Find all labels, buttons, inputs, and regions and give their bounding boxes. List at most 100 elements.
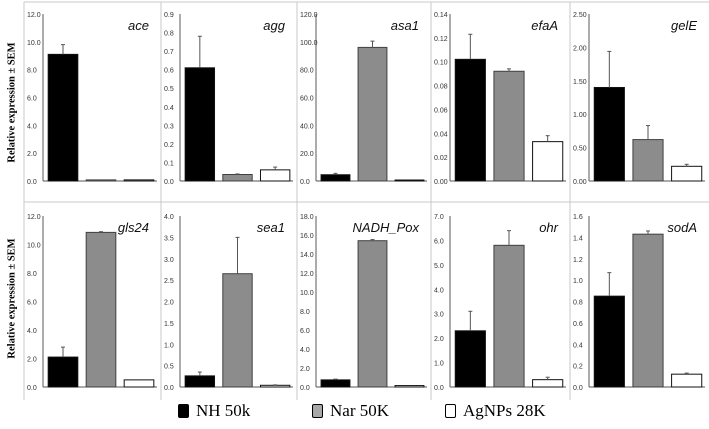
y-tick-label: 0.1 (164, 160, 174, 167)
y-tick-label: 1.4 (573, 235, 583, 242)
y-tick-label: 1.0 (164, 342, 174, 349)
y-tick-label: 0.00 (434, 179, 448, 186)
bar (493, 244, 525, 388)
panel-title: NADH_Pox (353, 220, 420, 235)
bar (671, 373, 703, 388)
y-tick-label: 0.10 (434, 60, 448, 67)
y-tick-label: 10.0 (300, 290, 314, 297)
bar (394, 385, 425, 388)
y-tick-label: 1.6 (573, 214, 583, 221)
y-tick-label: 0.5 (164, 364, 174, 371)
y-tick-label: 0.4 (164, 105, 174, 112)
legend-item: Nar 50K (312, 401, 389, 421)
y-tick-label: 1.5 (164, 321, 174, 328)
y-tick-label: 14.0 (300, 252, 314, 259)
y-tick-label: 0.0 (27, 385, 37, 392)
y-tick-label: 12.0 (27, 214, 41, 221)
y-tick-label: 6.0 (300, 328, 310, 335)
bar (47, 356, 79, 388)
y-tick-label: 0.7 (164, 49, 174, 56)
y-axis-label-bottom: Relative expression ± SEM (6, 238, 18, 359)
y-axis-label-top: Relative expression ± SEM (6, 42, 18, 163)
panel-title: sea1 (257, 220, 285, 235)
y-tick-label: 0.0 (300, 179, 310, 186)
panel-title: gelE (671, 18, 697, 33)
y-tick-label: 10.0 (27, 40, 41, 47)
bar (532, 379, 564, 388)
panel-title: efaA (531, 18, 558, 33)
y-tick-label: 12.0 (27, 12, 41, 19)
bar (259, 384, 291, 388)
y-tick-label: 2.0 (164, 300, 174, 307)
bar (493, 70, 525, 182)
bar (85, 231, 117, 388)
y-tick-label: 0.0 (573, 385, 583, 392)
y-tick-label: 8.0 (27, 271, 37, 278)
y-tick-label: 0.50 (573, 146, 587, 153)
y-tick-label: 2.50 (573, 12, 587, 19)
y-tick-label: 10.0 (27, 243, 41, 250)
bar (357, 46, 388, 182)
y-tick-label: 16.0 (300, 233, 314, 240)
y-tick-label: 0.04 (434, 131, 448, 138)
y-tick-label: 60.0 (300, 96, 314, 103)
y-tick-label: 40.0 (300, 123, 314, 130)
y-tick-label: 5.0 (434, 263, 444, 270)
y-tick-label: 4.0 (27, 328, 37, 335)
legend-label: NH 50k (196, 401, 251, 420)
legend-item: NH 50k (178, 401, 250, 421)
y-tick-label: 0.00 (573, 179, 587, 186)
y-tick-label: 80.0 (300, 68, 314, 75)
bar (320, 379, 351, 388)
y-tick-label: 100.0 (300, 40, 318, 47)
legend-label: AgNPs 28K (463, 401, 546, 420)
y-tick-label: 4.0 (164, 214, 174, 221)
y-tick-label: 2.0 (27, 357, 37, 364)
y-tick-label: 6.0 (27, 300, 37, 307)
bar (123, 379, 155, 388)
y-tick-label: 7.0 (434, 214, 444, 221)
y-tick-label: 4.0 (434, 287, 444, 294)
y-tick-label: 0.06 (434, 107, 448, 114)
bar (454, 58, 486, 182)
bar (184, 67, 216, 182)
y-tick-label: 1.50 (573, 79, 587, 86)
panel-title: sodA (667, 220, 697, 235)
y-tick-label: 0.0 (164, 385, 174, 392)
y-tick-label: 0.3 (164, 123, 174, 130)
bar (593, 295, 625, 388)
y-tick-label: 0.6 (573, 321, 583, 328)
bar (320, 174, 351, 182)
y-tick-label: 0.5 (164, 86, 174, 93)
legend: NH 50k Nar 50K AgNPs 28K (0, 401, 709, 425)
y-tick-label: 3.0 (434, 312, 444, 319)
y-tick-label: 0.02 (434, 155, 448, 162)
panel-title: agg (263, 18, 285, 33)
legend-swatch-nh (178, 404, 189, 418)
y-tick-label: 1.0 (573, 278, 583, 285)
y-tick-label: 20.0 (300, 151, 314, 158)
y-tick-label: 0.2 (164, 142, 174, 149)
y-tick-label: 0.9 (164, 12, 174, 19)
y-tick-label: 0.8 (164, 31, 174, 38)
panel-title: gls24 (118, 220, 149, 235)
y-tick-label: 0.14 (434, 12, 448, 19)
bar (184, 375, 216, 388)
bar (357, 240, 388, 388)
panel-title: ohr (539, 220, 558, 235)
y-tick-label: 3.0 (164, 257, 174, 264)
bar (222, 273, 253, 388)
bar (259, 169, 291, 182)
y-tick-label: 0.2 (573, 364, 583, 371)
y-tick-label: 1.00 (573, 112, 587, 119)
legend-swatch-agnps (445, 404, 456, 418)
y-tick-label: 1.2 (573, 257, 583, 264)
bar (454, 330, 486, 388)
bar (123, 179, 155, 182)
y-tick-label: 1.0 (434, 361, 444, 368)
bar (85, 179, 117, 182)
y-tick-label: 2.0 (434, 336, 444, 343)
y-tick-label: 6.0 (27, 96, 37, 103)
bar (532, 141, 564, 182)
y-tick-label: 6.0 (434, 238, 444, 245)
